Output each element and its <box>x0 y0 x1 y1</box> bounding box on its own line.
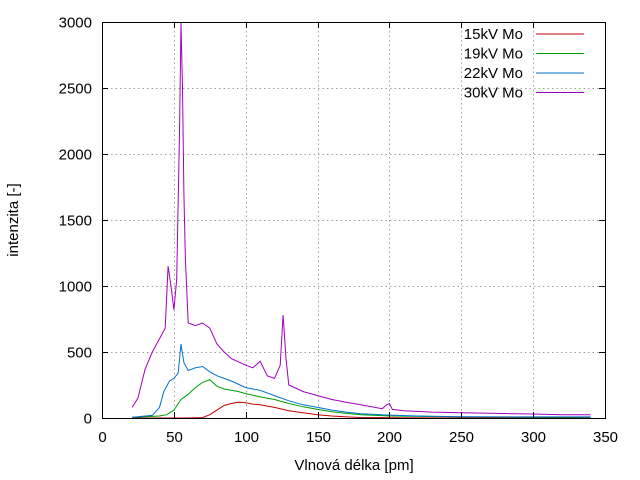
y-tick-label: 2000 <box>59 147 92 164</box>
y-axis-label: intenzita [-] <box>5 183 22 256</box>
series-line-1 <box>132 401 591 419</box>
legend-label: 19kV Mo <box>464 46 523 63</box>
series-line-4 <box>131 21 591 416</box>
x-tick-label: 0 <box>98 429 106 446</box>
grid-layer <box>102 22 605 418</box>
x-tick-label: 200 <box>377 429 402 446</box>
x-tick-label: 350 <box>593 429 618 446</box>
legend-label: 30kV Mo <box>464 85 523 102</box>
legend-label: 22kV Mo <box>464 65 523 82</box>
tick-layer: 0 50 100 150 200 250 300 350 0 500 1000 1500 2000 250… <box>59 15 618 447</box>
x-tick-label: 300 <box>521 429 546 446</box>
y-tick-label: 3000 <box>59 15 92 32</box>
series-line-3 <box>132 344 591 418</box>
y-tick-label: 2500 <box>59 81 92 98</box>
x-tick-label: 50 <box>166 429 183 446</box>
x-axis-label: Vlnová délka [pm] <box>294 457 413 474</box>
series-layer <box>131 21 591 419</box>
x-tick-label: 250 <box>449 429 474 446</box>
y-tick-label: 0 <box>84 411 92 428</box>
legend-label: 15kV Mo <box>464 26 523 43</box>
x-tick-label: 100 <box>234 429 259 446</box>
y-tick-label: 1500 <box>59 213 92 230</box>
y-tick-label: 1000 <box>59 279 92 296</box>
y-tick-label: 500 <box>67 345 92 362</box>
x-tick-label: 150 <box>306 429 331 446</box>
series-line-2 <box>132 379 591 418</box>
legend: 15kV Mo 19kV Mo 22kV Mo 30kV Mo <box>464 26 584 102</box>
